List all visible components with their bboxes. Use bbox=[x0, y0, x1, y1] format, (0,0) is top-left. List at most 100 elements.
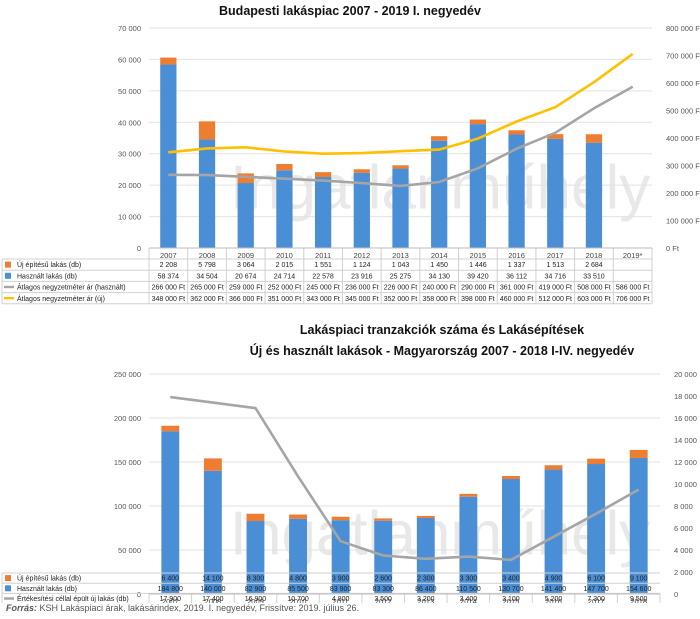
left-axis-tick: 20 000 bbox=[118, 181, 141, 190]
table-value: 6 100 bbox=[587, 576, 605, 583]
bar-used bbox=[585, 142, 603, 248]
table-value: 236 000 Ft bbox=[345, 285, 379, 292]
table-value: 366 000 Ft bbox=[229, 296, 263, 303]
table-value: 58 374 bbox=[158, 273, 180, 280]
legend-key bbox=[5, 585, 11, 592]
table-value: 290 000 Ft bbox=[461, 285, 495, 292]
category-label: 2010 bbox=[276, 251, 293, 260]
table-value: 25 275 bbox=[390, 273, 412, 280]
bar-new bbox=[237, 173, 254, 184]
legend-label: Új építésű lakás (db) bbox=[17, 574, 81, 583]
legend-label: Új építésű lakás (db) bbox=[17, 260, 81, 269]
bar-new bbox=[469, 119, 487, 125]
source-text: KSH Lakáspiaci árak, lakásárindex, 2019.… bbox=[37, 603, 360, 613]
table-value: 343 000 Ft bbox=[306, 296, 340, 303]
category-label: 2017 bbox=[588, 597, 605, 603]
right-axis-tick: 6 000 bbox=[674, 524, 693, 533]
bar-new bbox=[547, 134, 564, 139]
table-value: 4 800 bbox=[332, 596, 350, 603]
bar-new bbox=[161, 425, 180, 432]
bar-new bbox=[160, 57, 177, 65]
right-axis-tick: 8 000 bbox=[674, 502, 693, 511]
left-axis-tick: 250 000 bbox=[114, 370, 141, 379]
table-value: 2 208 bbox=[160, 262, 178, 269]
table-value: 14 100 bbox=[202, 576, 224, 583]
category-label: 2014 bbox=[431, 251, 448, 260]
bar-used bbox=[629, 457, 648, 594]
right-axis-tick: 4 000 bbox=[674, 546, 693, 555]
table-value: 1 551 bbox=[314, 262, 332, 269]
budapest-housing-chart: Budapesti lakáspiac 2007 - 2019 I. negye… bbox=[1, 4, 700, 305]
table-value: 240 000 Ft bbox=[422, 285, 456, 292]
category-label: 2007 bbox=[162, 597, 179, 603]
right-axis-tick: 600 000 Ft bbox=[666, 79, 700, 88]
left-axis-tick: 60 000 bbox=[118, 55, 141, 64]
category-label: 2011 bbox=[315, 251, 331, 260]
table-value: 140 000 bbox=[200, 586, 225, 593]
table-value: 265 000 Ft bbox=[190, 285, 224, 292]
table-value: 586 000 Ft bbox=[616, 285, 650, 292]
category-label: 2016 bbox=[508, 251, 525, 260]
left-axis-tick: 40 000 bbox=[118, 118, 141, 127]
bar-new bbox=[314, 172, 332, 178]
table-value: 7 300 bbox=[587, 596, 605, 603]
table-value: 245 000 Ft bbox=[306, 285, 340, 292]
table-value: 110 500 bbox=[456, 586, 481, 593]
legend-label: Értékesítési céllal épült új lakás (db) bbox=[17, 594, 129, 603]
left-axis-tick: 150 000 bbox=[114, 458, 141, 467]
bar-new bbox=[459, 493, 478, 497]
category-label: 2009 bbox=[247, 597, 264, 603]
source-note: Forrás: KSH Lakáspiaci árak, lakásárinde… bbox=[6, 603, 359, 613]
bar-used bbox=[416, 517, 435, 594]
table-value: 20 674 bbox=[235, 273, 257, 280]
right-axis-tick: 0 bbox=[674, 590, 678, 599]
legend-label: Használt lakás (db) bbox=[17, 586, 77, 593]
table-value: 22 578 bbox=[312, 273, 334, 280]
bar-used bbox=[469, 124, 487, 248]
bar-used bbox=[431, 140, 448, 248]
bar-used bbox=[353, 172, 370, 248]
table-value: 1 043 bbox=[392, 262, 410, 269]
category-label: 2015 bbox=[470, 251, 487, 260]
left-axis-tick: 50 000 bbox=[118, 87, 141, 96]
bar-new bbox=[203, 458, 222, 471]
table-value: 17 900 bbox=[160, 596, 182, 603]
chart-subtitle: Új és használt lakások - Magyarország 20… bbox=[250, 343, 634, 358]
right-axis-tick: 0 Ft bbox=[666, 244, 680, 253]
legend-label: Átlagos negyzetméter ár (használt) bbox=[17, 283, 126, 292]
table-value: 1 124 bbox=[353, 262, 371, 269]
table-value: 603 000 Ft bbox=[577, 296, 611, 303]
table-value: 147 700 bbox=[583, 586, 608, 593]
table-value: 34 716 bbox=[545, 273, 567, 280]
category-label: 2013 bbox=[392, 251, 409, 260]
table-value: 85 500 bbox=[287, 586, 309, 593]
table-value: 34 130 bbox=[428, 273, 450, 280]
bar-new bbox=[431, 136, 448, 141]
left-axis-tick: 100 000 bbox=[114, 502, 141, 511]
bar-new bbox=[374, 518, 393, 521]
bar-used bbox=[237, 183, 254, 248]
table-value: 3 200 bbox=[417, 596, 435, 603]
table-value: 86 400 bbox=[415, 586, 437, 593]
table-value: 348 000 Ft bbox=[152, 296, 186, 303]
left-axis-tick: 30 000 bbox=[118, 150, 141, 159]
table-value: 3 500 bbox=[374, 596, 392, 603]
table-value: 8 300 bbox=[247, 576, 265, 583]
table-value: 358 000 Ft bbox=[422, 296, 456, 303]
category-label: 2017 bbox=[547, 251, 564, 260]
category-label: 2018 bbox=[586, 251, 603, 260]
table-value: 512 000 Ft bbox=[539, 296, 573, 303]
bar-used bbox=[289, 518, 307, 594]
table-value: 17 400 bbox=[202, 596, 224, 603]
table-value: 1 446 bbox=[469, 262, 487, 269]
bar-used bbox=[502, 478, 520, 594]
right-axis-tick: 12 000 bbox=[674, 458, 697, 467]
legend-key bbox=[5, 575, 11, 582]
table-value: 3 300 bbox=[460, 576, 478, 583]
table-value: 345 000 Ft bbox=[345, 296, 379, 303]
bar-new bbox=[353, 169, 370, 173]
table-value: 39 420 bbox=[467, 273, 489, 280]
category-label: 2015 bbox=[503, 597, 520, 603]
table-value: 1 513 bbox=[547, 262, 565, 269]
bar-new bbox=[508, 130, 525, 135]
